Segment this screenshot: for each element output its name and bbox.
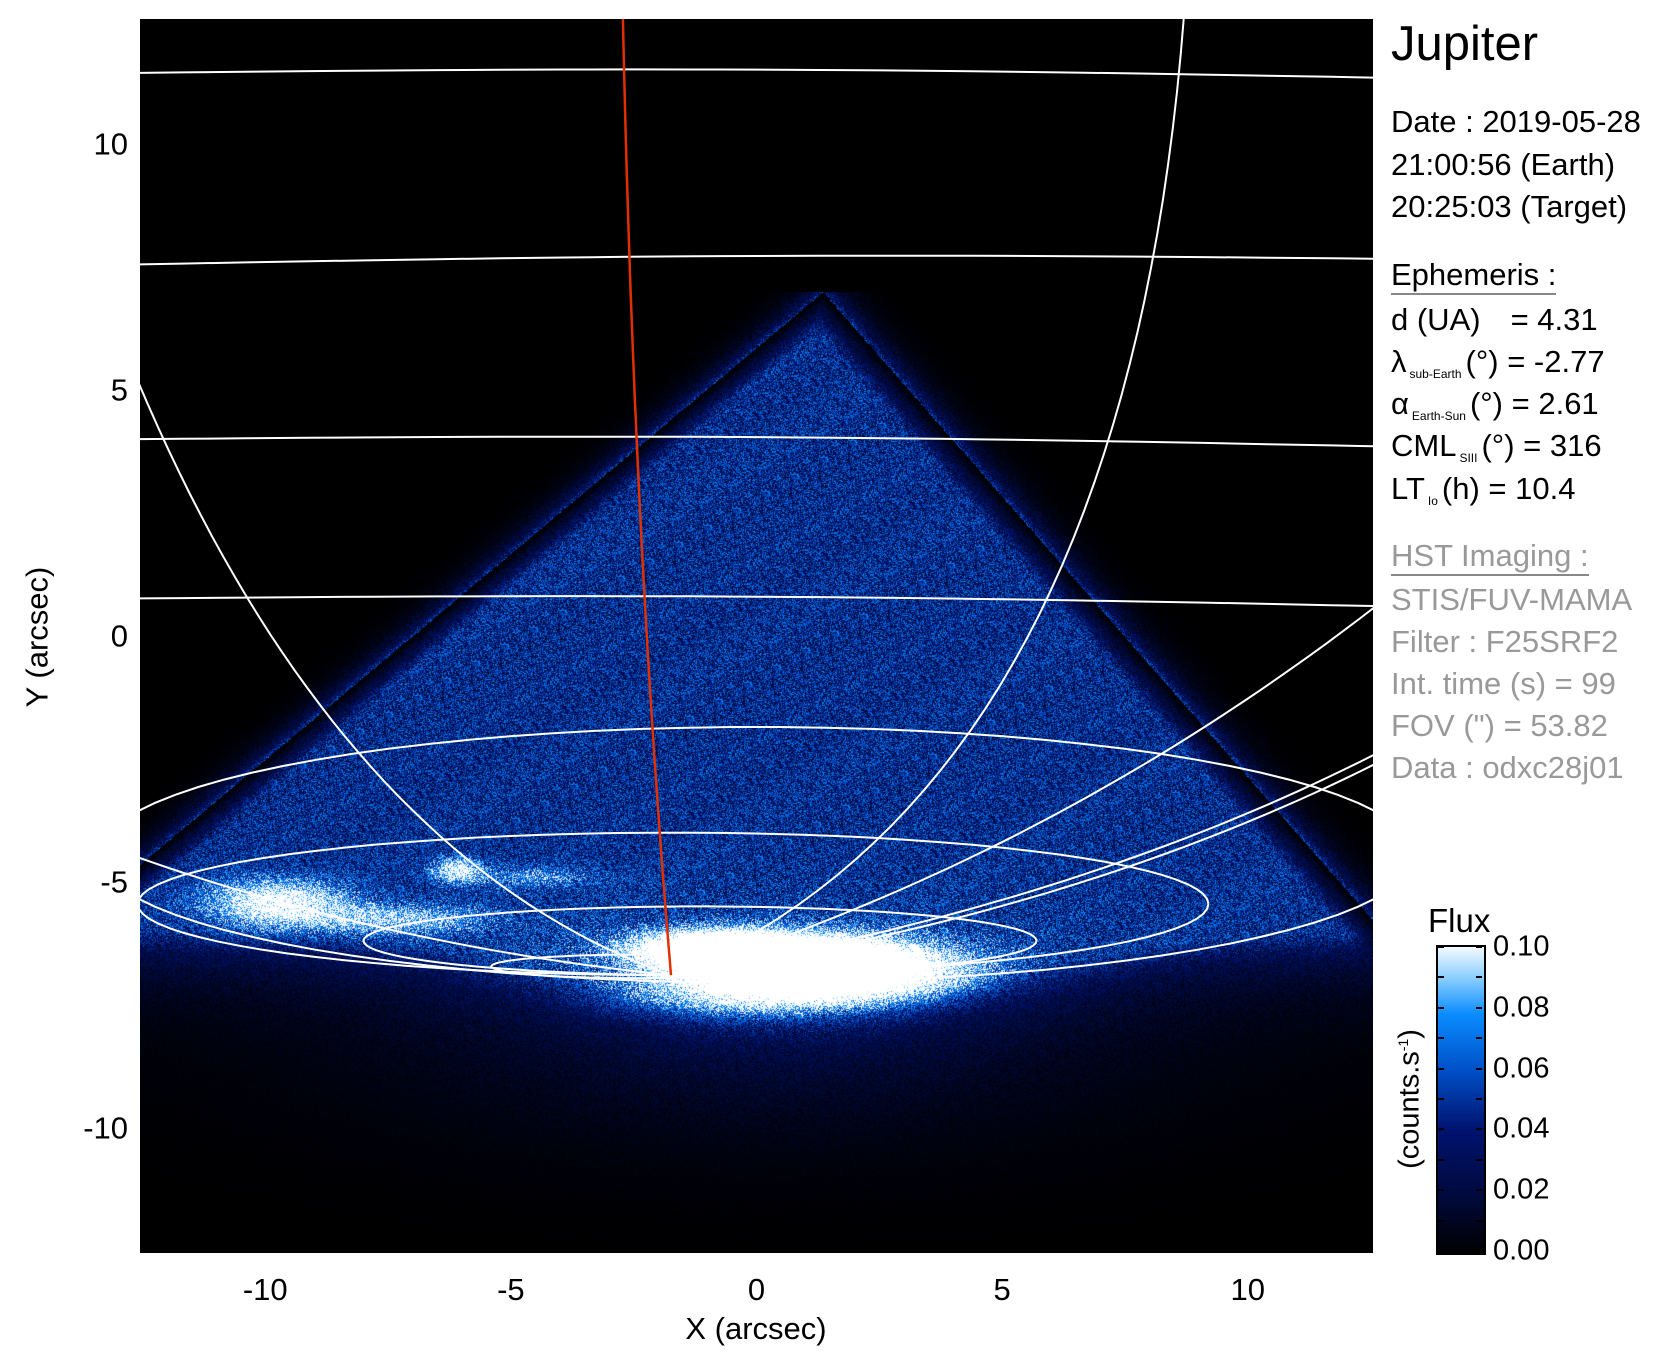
colorbar-minor-tick <box>1476 1006 1482 1009</box>
colorbar-tick-label: 0.08 <box>1493 991 1550 1024</box>
lambda-sub: sub-Earth <box>1409 367 1462 381</box>
ephemeris-header: Ephemeris : <box>1391 259 1557 295</box>
colorbar-minor-tick <box>1476 1219 1482 1222</box>
alpha-unit: (°) <box>1469 386 1503 421</box>
latitude-line <box>140 595 1373 608</box>
y-tick-label: 5 <box>110 372 128 408</box>
y-tick-label: 0 <box>110 618 128 654</box>
colorbar-minor-tick <box>1438 1067 1444 1070</box>
time-target: 20:25:03 (Target) <box>1391 189 1628 224</box>
lt-unit: (h) <box>1441 471 1480 506</box>
fov: FOV (") = 53.82 <box>1391 708 1608 743</box>
alpha-row: α Earth-Sun (°) = 2.61 <box>1391 388 1599 422</box>
reference-meridian-line <box>621 19 673 976</box>
colorbar-minor-tick <box>1438 976 1444 979</box>
colorbar-tick-label: 0.10 <box>1493 930 1550 963</box>
colorbar-tick-label: 0.02 <box>1493 1173 1550 1206</box>
distance-value: = 4.31 <box>1510 302 1598 337</box>
meridian-line <box>670 763 1373 977</box>
colorbar-unit: (counts.s <box>1393 1051 1426 1169</box>
meridian-line <box>140 857 672 977</box>
filter: Filter : F25SRF2 <box>1391 624 1619 659</box>
colorbar-tick-label: 0.04 <box>1493 1112 1550 1145</box>
lambda-symbol: λ <box>1391 344 1407 379</box>
colorbar <box>1436 945 1486 1255</box>
colorbar-minor-tick <box>1476 1189 1482 1192</box>
colorbar-minor-tick <box>1476 1128 1482 1131</box>
instrument: STIS/FUV-MAMA <box>1391 582 1633 617</box>
colorbar-unit-end: ) <box>1393 1029 1426 1039</box>
distance-label: d (UA) <box>1391 302 1481 337</box>
colorbar-minor-tick <box>1476 1098 1482 1100</box>
alpha-sub: Earth-Sun <box>1411 409 1466 423</box>
lambda-value: = -2.77 <box>1507 344 1605 379</box>
latitude-circle <box>140 831 1210 977</box>
colorbar-minor-tick <box>1476 1158 1482 1161</box>
x-tick-label: 0 <box>747 1272 766 1307</box>
x-tick-label: 5 <box>993 1272 1011 1307</box>
colorbar-minor-tick <box>1476 1250 1482 1252</box>
meridian-line <box>670 19 1185 977</box>
meridian-line <box>140 383 672 977</box>
colorbar-minor-tick <box>1438 1219 1444 1222</box>
colorbar-minor-tick <box>1438 1006 1444 1009</box>
colorbar-minor-tick <box>1438 1189 1444 1192</box>
lt-symbol: LT <box>1391 471 1425 506</box>
colorbar-minor-tick <box>1438 1250 1444 1252</box>
colorbar-minor-tick <box>1438 1158 1444 1161</box>
colorbar-unit-exponent: -1 <box>1394 1038 1411 1052</box>
lambda-row: λ sub-Earth (°) = -2.77 <box>1391 346 1605 380</box>
x-axis-label: X (arcsec) <box>685 1311 827 1346</box>
time-earth: 21:00:56 (Earth) <box>1391 147 1616 182</box>
colorbar-minor-tick <box>1476 946 1482 948</box>
alpha-symbol: α <box>1391 386 1409 421</box>
colorbar-label: (counts.s-1) <box>1393 1029 1426 1169</box>
info-panel: Jupiter Date : 2019-05-28 21:00:56 (Eart… <box>1391 0 1671 800</box>
cml-sub: SIII <box>1459 451 1478 465</box>
x-tick-label: -5 <box>497 1272 525 1307</box>
latitude-circle <box>490 953 782 980</box>
distance-row: d (UA) = 4.31 <box>1391 304 1598 335</box>
y-tick-label: 10 <box>93 126 128 162</box>
colorbar-minor-tick <box>1438 1037 1444 1040</box>
latitude-circle <box>362 905 1038 977</box>
lat-lon-grid <box>140 19 1373 984</box>
colorbar-minor-tick <box>1438 1128 1444 1131</box>
cml-symbol: CML <box>1391 428 1457 463</box>
cml-value: = 316 <box>1523 428 1602 463</box>
colorbar-minor-tick <box>1438 946 1444 948</box>
auroral-image <box>140 19 1373 1253</box>
y-axis-label: Y (arcsec) <box>19 566 55 708</box>
cml-unit: (°) <box>1481 428 1515 463</box>
cml-row: CML SIII (°) = 316 <box>1391 430 1602 464</box>
colorbar-minor-tick <box>1476 1067 1482 1070</box>
colorbar-minor-tick <box>1476 976 1482 979</box>
meridian-line <box>670 607 1373 977</box>
lt-sub: Io <box>1427 494 1438 508</box>
latitude-line <box>140 254 1373 266</box>
lt-value: = 10.4 <box>1488 471 1576 506</box>
latitude-line <box>140 435 1373 448</box>
latitude-line <box>140 68 1373 79</box>
y-tick-label: -5 <box>100 864 128 900</box>
colorbar-tick-label: 0.06 <box>1493 1052 1550 1085</box>
lambda-unit: (°) <box>1465 344 1499 379</box>
plot-area <box>140 19 1373 1253</box>
integration-time: Int. time (s) = 99 <box>1391 666 1616 701</box>
data-id: Data : odxc28j01 <box>1391 750 1624 785</box>
meridian-line <box>670 754 1373 977</box>
colorbar-tick-label: 0.00 <box>1493 1234 1550 1267</box>
lt-row: LT Io (h) = 10.4 <box>1391 473 1575 507</box>
colorbar-minor-tick <box>1438 1098 1444 1100</box>
hst-header: HST Imaging : <box>1391 540 1589 576</box>
colorbar-minor-tick <box>1476 1037 1482 1040</box>
colorbar-title: Flux <box>1428 902 1491 939</box>
alpha-value: = 2.61 <box>1511 386 1599 421</box>
x-tick-label: -10 <box>242 1272 288 1307</box>
latitude-circle <box>140 726 1373 984</box>
date: Date : 2019-05-28 <box>1391 104 1641 139</box>
y-tick-label: -10 <box>83 1110 128 1146</box>
x-tick-label: 10 <box>1230 1272 1265 1307</box>
chart-title: Jupiter <box>1391 17 1539 71</box>
